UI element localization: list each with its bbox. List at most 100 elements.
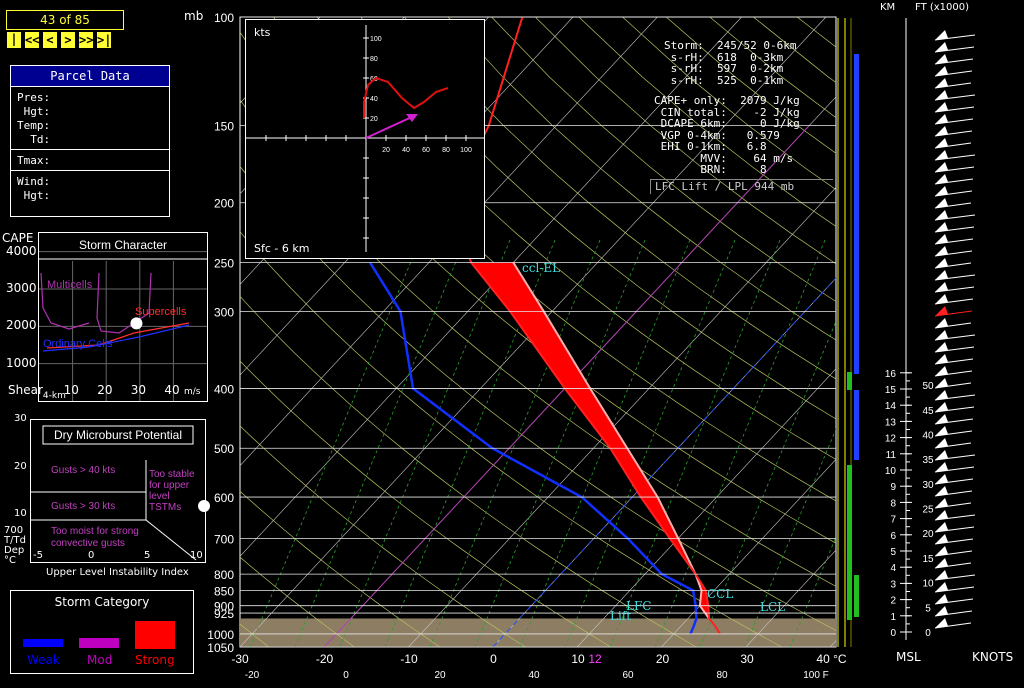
storm-motion-line: s-rH: 618 0-3km (664, 50, 784, 64)
wind-barb (934, 514, 976, 521)
wind-barb (934, 34, 976, 41)
index-line: VGP 0-4km: 0.579 (654, 128, 780, 142)
wind-barb (934, 562, 972, 569)
dry-adiabat (240, 490, 440, 647)
first-frame-button[interactable]: |< (6, 31, 22, 60)
wind-barb-flag (935, 450, 948, 460)
wind-barb-flag (935, 438, 948, 448)
km-tick: 10 (885, 466, 897, 477)
wind-barb (934, 586, 975, 593)
mod-swatch (79, 638, 119, 648)
wind-barb-flag (935, 558, 948, 568)
multicells-label: Multicells (47, 279, 93, 291)
ccl-label: CCL (707, 587, 733, 601)
hodo-x-tick: 20 (382, 147, 390, 154)
ft-label: FT (x1000) (915, 2, 970, 13)
parcel-data-rows: Pres: Hgt: Temp: Td: Tmax: Wind: Hgt: (11, 91, 169, 203)
microburst-y-tick: 30 (14, 413, 27, 424)
wind-barb (934, 382, 972, 389)
wind-barb (934, 286, 975, 293)
rewind-button[interactable]: << (24, 31, 40, 49)
km-tick: 3 (890, 579, 896, 590)
prev-frame-button[interactable]: < (42, 31, 58, 49)
storm-category-panel: Storm Category Weak Mod Strong (10, 590, 194, 674)
ft-tick: 0 (925, 628, 931, 639)
microburst-title-box (42, 425, 194, 445)
pressure-tick: 700 (214, 532, 234, 546)
wind-barb (934, 430, 973, 437)
microburst-point (198, 500, 210, 512)
microburst-y-label-line: T/Td (4, 535, 26, 546)
km-tick: 2 (890, 596, 896, 607)
dry-adiabat (447, 17, 836, 341)
mixing-ratio-line (294, 239, 466, 647)
wind-barb (934, 142, 972, 149)
wind-barb-flag (935, 378, 948, 388)
wind-barb (934, 154, 976, 161)
wind-barb-flag (935, 534, 948, 544)
forward-button[interactable]: >> (78, 31, 94, 49)
wind-barb (934, 574, 976, 581)
too-stable-label: Too stable (149, 469, 195, 480)
wind-barb-flag (935, 486, 948, 496)
km-tick: 12 (885, 434, 897, 445)
strong-label: Strong (135, 653, 175, 667)
wind-barb (934, 418, 974, 425)
next-frame-button[interactable]: > (60, 31, 76, 49)
hodo-y-tick: 20 (370, 116, 378, 123)
mixing-ratio-line (609, 239, 781, 647)
mod-label: Mod (87, 653, 113, 667)
last-frame-button[interactable]: >| (96, 31, 112, 49)
km-tick: 1 (890, 612, 896, 623)
lfc-label: LFC (626, 599, 651, 613)
ordinary-label: Ordinary Cells (43, 338, 113, 350)
wind-barb-flag (935, 198, 948, 208)
strip-segment (854, 575, 859, 617)
ft-tick: 50 (922, 381, 934, 392)
gusts-40-label: Gusts > 40 kts (51, 465, 115, 476)
wind-barb-flag (935, 138, 948, 148)
km-tick: 9 (890, 482, 896, 493)
wind-barb-flag (935, 90, 948, 100)
wind-barb (934, 454, 976, 461)
pressure-tick: 500 (214, 442, 234, 456)
instability-index-label: Upper Level Instability Index (46, 567, 189, 578)
microburst-title: Dry Microburst Potential (54, 428, 182, 442)
wind-barb (934, 250, 973, 257)
storm-character-x-tick: 20 (97, 383, 113, 397)
wind-barb-flag (935, 582, 948, 592)
mixing-ratio-line (744, 428, 836, 647)
pressure-tick: 900 (214, 600, 234, 614)
temp-f-tick: 100 F (803, 670, 829, 681)
dry-adiabat (0, 17, 183, 647)
temp-f-tick: 60 (622, 670, 634, 681)
dry-adiabat (240, 556, 355, 647)
cape-axis-label: CAPE (2, 231, 34, 245)
km-tick: 16 (885, 369, 897, 380)
skewt-grid (0, 17, 836, 647)
km-tick: 14 (885, 401, 897, 412)
wind-barb (934, 406, 975, 413)
wind-barb-flag (935, 606, 948, 616)
pressure-tick: 300 (214, 305, 234, 319)
wind-barb (934, 46, 975, 53)
wind-barb-flag (935, 594, 948, 604)
hodo-x-tick: 40 (402, 147, 410, 154)
wind-barb (934, 238, 974, 245)
wind-barb (934, 526, 975, 533)
isotherm (240, 17, 742, 557)
km-tick: 15 (885, 385, 897, 396)
ft-tick: 35 (922, 455, 934, 466)
mixing-ratio-line (249, 239, 421, 647)
isotherm (408, 186, 836, 647)
storm-character-point (130, 317, 143, 330)
storm-category-title: Storm Category (54, 595, 150, 609)
storm-character-chart: Storm Character Multicells Supercells Ordin… (39, 238, 207, 401)
parcel-separator (11, 149, 169, 150)
wind-barb-flag (935, 210, 948, 220)
wind-barb-flag (935, 30, 948, 40)
lcl-label: LCL (760, 600, 785, 614)
km-tick: 6 (890, 531, 896, 542)
hodograph-unit: kts (254, 26, 271, 39)
